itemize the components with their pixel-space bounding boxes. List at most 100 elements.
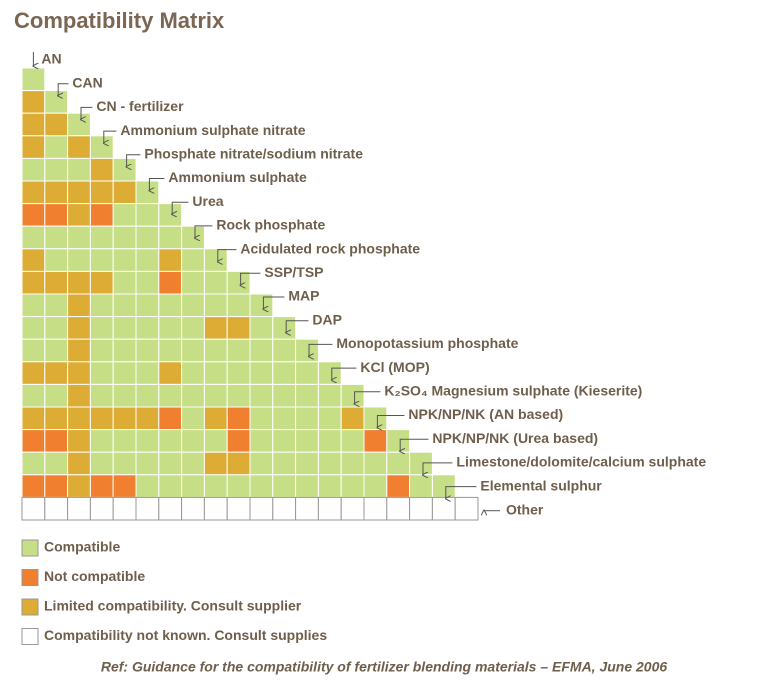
material-label: NPK/NP/NK (AN based) xyxy=(408,406,563,422)
matrix-cell xyxy=(203,270,228,295)
legend-label: Compatibility not known. Consult supplie… xyxy=(44,627,327,643)
material-label: CAN xyxy=(72,74,102,90)
matrix-cell xyxy=(44,112,69,137)
matrix-cell xyxy=(112,429,137,453)
legend-swatch xyxy=(21,628,39,645)
matrix-cell xyxy=(89,248,114,272)
material-label: CN - fertilizer xyxy=(96,98,184,114)
matrix-cell xyxy=(112,406,137,431)
matrix-cell xyxy=(67,383,91,408)
matrix-cell xyxy=(226,316,251,340)
matrix-cell xyxy=(67,338,91,363)
matrix-cell xyxy=(89,135,114,159)
matrix-cell xyxy=(340,474,365,498)
matrix-cell xyxy=(249,383,274,408)
matrix-cell xyxy=(317,496,342,521)
matrix-cell xyxy=(158,293,183,318)
matrix-cell xyxy=(181,406,205,431)
matrix-cell xyxy=(67,270,91,295)
matrix-cell xyxy=(67,112,91,137)
matrix-cell xyxy=(295,361,319,385)
matrix-cell xyxy=(272,316,297,340)
matrix-cell xyxy=(272,496,297,521)
matrix-cell xyxy=(340,451,365,476)
arrow xyxy=(263,296,285,309)
matrix-cell xyxy=(112,270,137,295)
matrix-cell xyxy=(158,451,183,476)
matrix-cell xyxy=(21,406,46,431)
matrix-cell xyxy=(67,451,91,476)
matrix-cell xyxy=(135,406,160,431)
matrix-cell xyxy=(203,496,228,521)
matrix-cell xyxy=(135,248,160,272)
matrix-cell xyxy=(295,383,319,408)
matrix-cell xyxy=(67,429,91,453)
material-label: Ammonium sulphate nitrate xyxy=(120,122,305,138)
legend-swatch xyxy=(21,598,39,616)
matrix-cell xyxy=(181,270,205,295)
matrix-cell xyxy=(135,316,160,340)
matrix-cell xyxy=(340,406,365,431)
matrix-cell xyxy=(44,293,69,318)
matrix-cell xyxy=(203,361,228,385)
matrix-cell xyxy=(158,406,183,431)
legend-label: Not compatible xyxy=(44,568,145,584)
matrix-cell xyxy=(272,406,297,431)
matrix-cell xyxy=(203,406,228,431)
matrix-cell xyxy=(112,180,137,205)
matrix-cell xyxy=(226,406,251,431)
material-label: Acidulated rock phosphate xyxy=(240,240,420,256)
matrix-cell xyxy=(181,429,205,453)
matrix-cell xyxy=(454,496,479,521)
matrix-cell xyxy=(67,203,91,227)
matrix-cell xyxy=(67,180,91,205)
matrix-cell xyxy=(21,67,46,92)
matrix-cell xyxy=(89,225,114,250)
arrow xyxy=(195,225,213,238)
matrix-cell xyxy=(135,293,160,318)
matrix-cell xyxy=(21,451,46,476)
matrix-cell xyxy=(158,474,183,498)
matrix-cell xyxy=(135,180,160,205)
material-label: K₂SO₄ Magnesium sulphate (Kieserite) xyxy=(384,383,642,399)
matrix-cell xyxy=(44,451,69,476)
material-label: Monopotassium phosphate xyxy=(336,335,518,351)
arrow xyxy=(104,130,117,143)
matrix-cell xyxy=(158,429,183,453)
matrix-cell xyxy=(67,474,91,498)
matrix-cell xyxy=(21,112,46,137)
matrix-cell xyxy=(21,135,46,159)
arrow xyxy=(423,462,453,475)
matrix-cell xyxy=(158,203,183,227)
matrix-cell xyxy=(181,338,205,363)
matrix-cell xyxy=(44,203,69,227)
matrix-cell xyxy=(431,474,456,498)
matrix-cell xyxy=(21,270,46,295)
matrix-cell xyxy=(112,338,137,363)
matrix-cell xyxy=(67,496,91,521)
matrix-cell xyxy=(21,496,46,521)
arrow xyxy=(218,249,237,262)
matrix-cell xyxy=(317,474,342,498)
material-label: Other xyxy=(506,501,544,517)
matrix-cell xyxy=(181,361,205,385)
matrix-cell xyxy=(181,474,205,498)
matrix-cell xyxy=(112,293,137,318)
matrix-cell xyxy=(21,338,46,363)
matrix-cell xyxy=(181,225,205,250)
matrix-cell xyxy=(386,496,411,521)
matrix-cell xyxy=(135,338,160,363)
matrix-cell xyxy=(386,474,411,498)
matrix-cell xyxy=(203,248,228,272)
matrix-cell xyxy=(272,383,297,408)
matrix-cell xyxy=(89,429,114,453)
matrix-cell xyxy=(89,180,114,205)
matrix-cell xyxy=(67,316,91,340)
matrix-cell xyxy=(112,451,137,476)
matrix-cell xyxy=(112,203,137,227)
material-label: Limestone/dolomite/calcium sulphate xyxy=(456,454,706,470)
matrix-cell xyxy=(44,180,69,205)
arrow xyxy=(81,106,93,119)
matrix-cell xyxy=(181,248,205,272)
matrix-cell xyxy=(135,203,160,227)
